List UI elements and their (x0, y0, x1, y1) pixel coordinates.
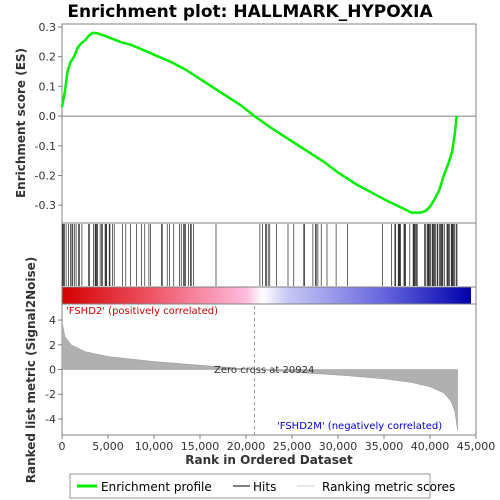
chart-title: Enrichment plot: HALLMARK_HYPOXIA (67, 2, 433, 22)
hits-group (62, 224, 458, 286)
rank-color-bar (62, 287, 471, 304)
metric-y-tick-label: 0 (49, 364, 56, 377)
es-y-tick-label: 0.0 (39, 110, 57, 123)
positive-label: 'FSHD2' (positively correlated) (66, 306, 218, 317)
x-tick-label: 30,000 (319, 440, 358, 453)
enrichment-profile-line (60, 31, 458, 214)
es-panel-frame (61, 23, 477, 224)
x-tick-label: 5,000 (92, 440, 124, 453)
metric-y-tick-label: -4 (45, 413, 56, 426)
x-tick-label: 20,000 (227, 440, 266, 453)
x-axis-label: Rank in Ordered Dataset (185, 453, 353, 467)
negative-label: 'FSHD2M' (negatively correlated) (277, 421, 442, 432)
es-y-tick-label: -0.2 (35, 169, 56, 182)
es-curve-group (60, 31, 458, 214)
es-y-tick-label: 0.1 (39, 80, 57, 93)
legend-label-enrichment: Enrichment profile (101, 480, 212, 494)
es-y-tick-label: 0.2 (39, 51, 57, 64)
metric-y-tick-label: -2 (45, 388, 56, 401)
x-axis: 0 5,000 10,000 15,000 20,000 25,000 30,000 35,0… (59, 435, 496, 453)
metric-y-tick-label: 2 (49, 339, 56, 352)
zero-cross-label: Zero cross at 20924 (214, 365, 314, 376)
metric-y-axis: 4 2 0 -2 -4 (45, 314, 62, 426)
x-tick-label: 15,000 (181, 440, 220, 453)
x-tick-label: 45,000 (457, 440, 496, 453)
ranking-metric-area (61, 321, 458, 431)
es-y-axis-label: Enrichment score (ES) (14, 48, 28, 198)
es-y-tick-label: 0.3 (39, 21, 57, 34)
x-tick-label: 25,000 (273, 440, 312, 453)
metric-y-axis-label: Ranked list metric (Signal2Noise) (24, 257, 38, 484)
x-tick-label: 10,000 (135, 440, 174, 453)
es-y-axis: 0.3 0.2 0.1 0.0 -0.1 -0.2 -0.3 (35, 21, 62, 212)
metric-y-tick-label: 4 (49, 314, 56, 327)
metric-group (61, 321, 458, 431)
x-tick-label: 35,000 (365, 440, 404, 453)
x-tick-label: 0 (59, 440, 66, 453)
es-y-tick-label: -0.1 (35, 140, 56, 153)
es-y-tick-label: -0.3 (35, 199, 56, 212)
x-tick-label: 40,000 (411, 440, 450, 453)
legend-label-metric: Ranking metric scores (322, 480, 455, 494)
legend-label-hits: Hits (253, 480, 276, 494)
